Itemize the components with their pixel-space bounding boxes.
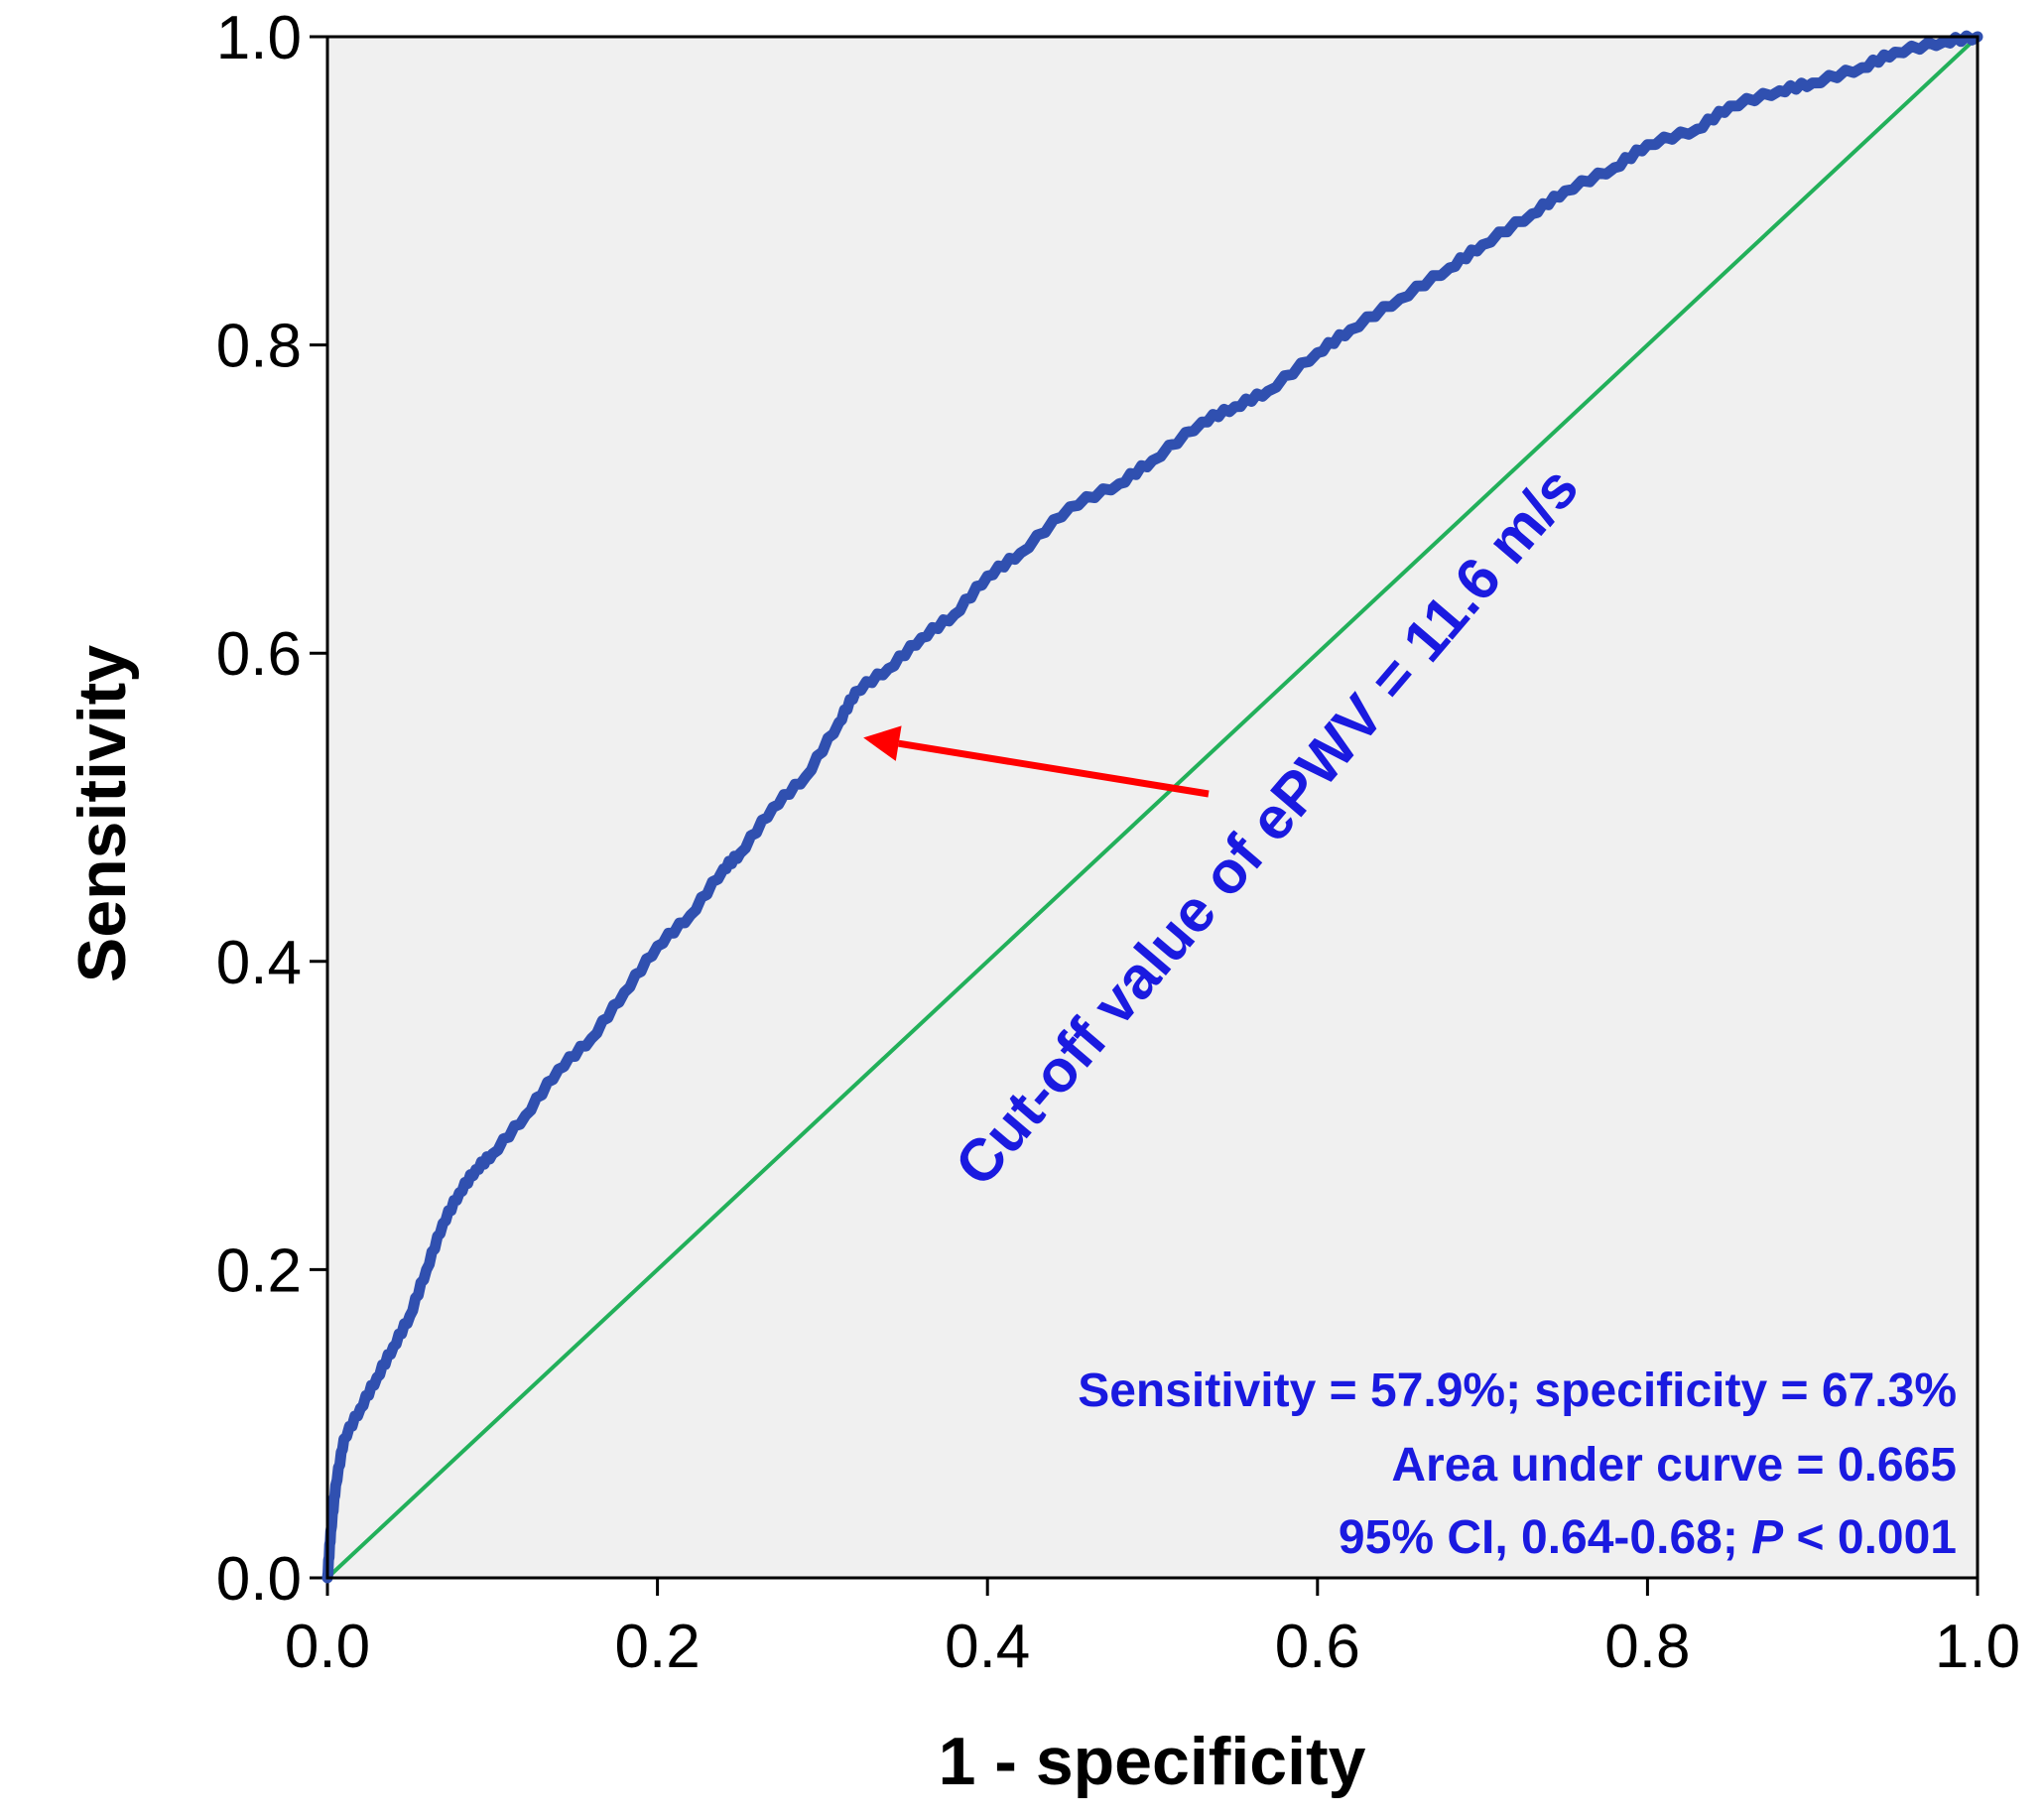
x-tick-label: 0.2 (614, 1613, 700, 1681)
stats-line-sensitivity: Sensitivity = 57.9%; specificity = 67.3% (1078, 1364, 1957, 1417)
plot-frame (325, 35, 1980, 1580)
stats-line-ci: 95% CI, 0.64-0.68; P < 0.001 (1339, 1511, 1957, 1564)
stats-annotation: Sensitivity = 57.9%; specificity = 67.3%… (1078, 1364, 1957, 1564)
stats-p-value: < 0.001 (1783, 1511, 1957, 1564)
cutoff-arrow-head (863, 725, 902, 761)
y-tick-label: 0.2 (216, 1236, 302, 1305)
reference-diagonal-line (325, 35, 1980, 1580)
x-axis-title: 1 - specificity (939, 1724, 1366, 1799)
cutoff-arrow-shaft (898, 739, 1210, 798)
x-tick-label: 0.4 (945, 1613, 1030, 1681)
x-tick-label: 1.0 (1935, 1613, 2020, 1681)
x-tick-label: 0.6 (1275, 1613, 1360, 1681)
cutoff-arrow (863, 725, 1210, 798)
y-tick-label: 1.0 (216, 4, 302, 72)
stats-line-auc: Area under curve = 0.665 (1391, 1439, 1957, 1492)
x-tick-label: 0.8 (1604, 1613, 1690, 1681)
y-tick-label: 0.6 (216, 620, 302, 689)
y-tick-label: 0.8 (216, 313, 302, 381)
y-axis-title: Sensitivity (64, 645, 140, 982)
x-tick-label: 0.0 (285, 1613, 370, 1681)
x-axis: 0.0 0.2 0.4 0.6 0.8 1.0 (285, 1578, 2020, 1681)
roc-curve-line (321, 30, 1983, 1584)
y-axis: 0.0 0.2 0.4 0.6 0.8 1.0 (216, 4, 327, 1614)
y-tick-label: 0.4 (216, 929, 302, 997)
stats-p-symbol: P (1751, 1511, 1784, 1564)
y-tick-label: 0.0 (216, 1545, 302, 1614)
stats-ci-text: 95% CI, 0.64-0.68; (1339, 1511, 1751, 1564)
